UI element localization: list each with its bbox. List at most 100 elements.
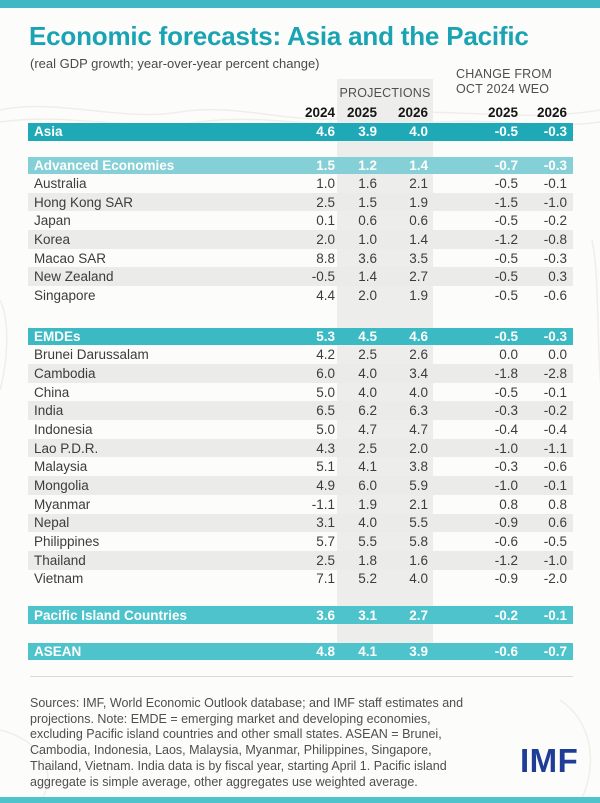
value-2025-change: -0.3 <box>494 403 518 419</box>
value-2025-change: 0.8 <box>499 496 518 512</box>
row-label: Australia <box>34 175 87 191</box>
value-2026-change: 0.8 <box>548 496 567 512</box>
table-row-singapore: Singapore 4.4 2.0 1.9 -0.5 -0.6 <box>28 286 573 305</box>
value-2026-change: -0.6 <box>543 459 567 475</box>
value-2025-projection: 6.0 <box>358 477 377 493</box>
value-2024: 4.4 <box>316 287 335 303</box>
value-2025-change: -0.5 <box>494 287 518 303</box>
value-2025-projection: 2.0 <box>358 287 377 303</box>
row-label: EMDEs <box>34 329 81 345</box>
value-2026-change: -0.3 <box>543 124 567 140</box>
year-header-row: 2024 2025 2026 2025 2026 <box>28 103 573 121</box>
value-2025-change: -0.6 <box>494 644 518 659</box>
value-2025-projection: 6.2 <box>358 403 377 419</box>
value-2026-projection: 1.6 <box>409 552 428 568</box>
row-label: Thailand <box>34 552 86 568</box>
value-2024: 5.3 <box>316 329 335 345</box>
value-2024: 6.5 <box>316 403 335 419</box>
source-note: Sources: IMF, World Economic Outlook dat… <box>30 696 464 789</box>
value-2025-change: -0.2 <box>494 607 518 623</box>
row-label: Myanmar <box>34 496 91 512</box>
value-2026-change: -1.0 <box>543 552 567 568</box>
row-label: Brunei Darussalam <box>34 347 149 363</box>
top-accent-bar <box>0 0 600 8</box>
value-2024: 2.5 <box>316 194 335 210</box>
value-2024: 4.2 <box>316 347 335 363</box>
value-2024: 5.0 <box>316 384 335 400</box>
value-2025-change: -0.5 <box>494 124 518 140</box>
value-2026-change: -0.1 <box>543 384 567 400</box>
value-2024: 1.5 <box>316 157 335 173</box>
value-2025-projection: 5.5 <box>358 534 377 550</box>
value-2025-projection: 4.1 <box>358 644 377 659</box>
value-2024: 5.1 <box>316 459 335 475</box>
value-2026-change: 0.0 <box>548 347 567 363</box>
year-header-2024: 2024 <box>304 104 335 120</box>
value-2026-projection: 6.3 <box>409 403 428 419</box>
table-row-indonesia: Indonesia 5.0 4.7 4.7 -0.4 -0.4 <box>28 420 573 439</box>
value-2026-projection: 4.0 <box>409 571 428 587</box>
value-2026-projection: 1.9 <box>409 287 428 303</box>
value-2026-projection: 1.9 <box>409 194 428 210</box>
row-label: Mongolia <box>34 477 89 493</box>
value-2026-projection: 1.4 <box>409 157 428 173</box>
value-2025-projection: 2.5 <box>358 347 377 363</box>
value-2024: 4.3 <box>316 440 335 456</box>
value-2024: 1.0 <box>316 175 335 191</box>
section-row-emdes: EMDEs 5.3 4.5 4.6 -0.5 -0.3 <box>28 327 573 346</box>
value-2025-change: -0.5 <box>494 329 518 345</box>
page-subtitle: (real GDP growth; year-over-year percent… <box>30 56 320 71</box>
row-label: Nepal <box>34 515 70 531</box>
table-row-australia: Australia 1.0 1.6 2.1 -0.5 -0.1 <box>28 174 573 193</box>
value-2026-projection: 3.9 <box>409 644 428 659</box>
table-row-malaysia: Malaysia 5.1 4.1 3.8 -0.3 -0.6 <box>28 457 573 476</box>
value-2026-change: -0.1 <box>543 175 567 191</box>
value-2024: 0.1 <box>316 213 335 229</box>
row-label: Philippines <box>34 534 100 550</box>
value-2025-projection: 1.4 <box>358 269 377 285</box>
change-from-line1: CHANGE FROM <box>456 67 552 81</box>
value-2025-change: -1.5 <box>494 194 518 210</box>
value-2026-change: -0.1 <box>543 607 567 623</box>
value-2026-projection: 3.8 <box>409 459 428 475</box>
value-2025-change: -1.8 <box>494 365 518 381</box>
value-2026-projection: 5.8 <box>409 534 428 550</box>
value-2026-change: -0.4 <box>543 421 567 437</box>
value-2025-change: -0.5 <box>494 250 518 266</box>
value-2025-change: -0.9 <box>494 515 518 531</box>
table-row-nepal: Nepal 3.1 4.0 5.5 -0.9 0.6 <box>28 513 573 533</box>
value-2026-projection: 2.0 <box>409 440 428 456</box>
section-row-asean: ASEAN 4.8 4.1 3.9 -0.6 -0.7 <box>28 642 573 661</box>
row-label: Cambodia <box>34 365 96 381</box>
value-2026-projection: 4.6 <box>409 329 428 345</box>
value-2026-projection: 1.4 <box>409 231 428 247</box>
table-row-macao-sar: Macao SAR 8.8 3.6 3.5 -0.5 -0.3 <box>28 249 573 268</box>
table-row-hong-kong-sar: Hong Kong SAR 2.5 1.5 1.9 -1.5 -1.0 <box>28 192 573 212</box>
value-2025-projection: 4.1 <box>358 459 377 475</box>
value-2025-change: -1.0 <box>494 440 518 456</box>
row-label: Advanced Economies <box>34 157 175 173</box>
value-2025-change: -0.9 <box>494 571 518 587</box>
value-2026-projection: 2.6 <box>409 347 428 363</box>
row-label: Macao SAR <box>34 250 107 266</box>
value-2026-projection: 2.7 <box>409 269 428 285</box>
value-2026-change: -0.3 <box>543 250 567 266</box>
row-label: India <box>34 403 64 419</box>
value-2025-projection: 2.5 <box>358 440 377 456</box>
value-2025-change: -0.7 <box>494 157 518 173</box>
value-2025-change: 0.0 <box>499 347 518 363</box>
value-2025-change: -0.5 <box>494 384 518 400</box>
table-row-japan: Japan 0.1 0.6 0.6 -0.5 -0.2 <box>28 211 573 230</box>
value-2024: 5.0 <box>316 421 335 437</box>
value-2026-projection: 5.5 <box>409 515 428 531</box>
table-row-new-zealand: New Zealand -0.5 1.4 2.7 -0.5 0.3 <box>28 267 573 287</box>
value-2024: 8.8 <box>316 250 335 266</box>
year-header-2026-proj: 2026 <box>397 104 428 120</box>
row-label: Asia <box>34 124 63 140</box>
value-2026-change: 0.3 <box>548 269 567 285</box>
value-2026-projection: 0.6 <box>409 213 428 229</box>
bottom-accent-bar <box>0 797 600 803</box>
value-2026-change: -2.8 <box>543 365 567 381</box>
value-2024: 4.8 <box>316 644 335 659</box>
value-2026-change: -1.0 <box>543 194 567 210</box>
